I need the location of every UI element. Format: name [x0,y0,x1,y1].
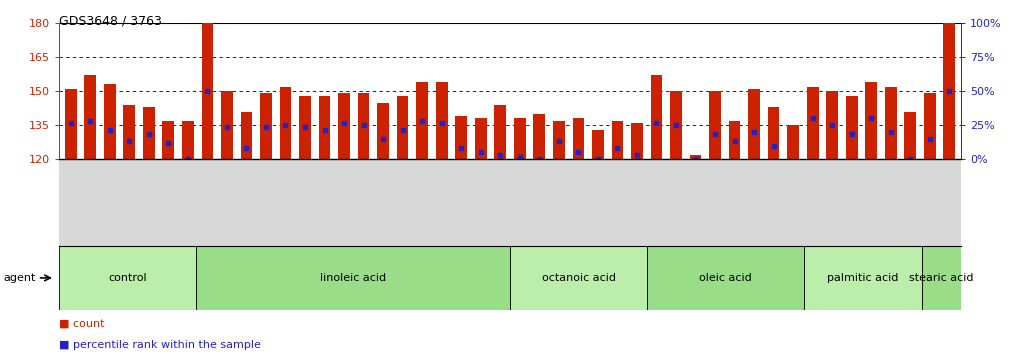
Text: agent: agent [3,273,36,283]
Bar [339,93,350,159]
Bar [534,114,545,159]
Bar [632,123,643,159]
Bar [573,119,584,159]
Bar [806,87,819,159]
Bar [397,96,409,159]
Bar [924,93,936,159]
Text: control: control [108,273,146,283]
Bar [182,121,193,159]
Bar [827,91,838,159]
Bar [475,119,486,159]
Text: linoleic acid: linoleic acid [320,273,386,283]
Bar [592,130,604,159]
Bar [280,87,291,159]
Bar [690,155,702,159]
Bar [260,93,272,159]
Bar [358,93,369,159]
Bar [749,89,760,159]
Bar [377,103,388,159]
Bar [804,246,921,310]
Bar [709,91,721,159]
Bar [885,87,897,159]
Bar [196,246,510,310]
Bar [921,246,961,310]
Bar [84,75,96,159]
Bar [729,121,740,159]
Bar [670,91,681,159]
Text: stearic acid: stearic acid [909,273,973,283]
Bar [553,121,564,159]
Bar [299,96,311,159]
Text: GDS3648 / 3763: GDS3648 / 3763 [59,14,162,27]
Bar [494,105,506,159]
Bar [611,121,623,159]
Bar [944,0,955,159]
Bar [104,84,116,159]
Bar [241,112,252,159]
Bar [59,246,196,310]
Bar [318,96,331,159]
Bar [416,82,428,159]
Bar [647,246,804,310]
Bar [904,112,916,159]
Bar [221,91,233,159]
Text: oleic acid: oleic acid [700,273,753,283]
Bar [787,125,799,159]
Bar [123,105,135,159]
Text: palmitic acid: palmitic acid [827,273,899,283]
Bar [510,246,647,310]
Bar [65,89,76,159]
Text: octanoic acid: octanoic acid [542,273,615,283]
Text: ■ percentile rank within the sample: ■ percentile rank within the sample [59,340,261,350]
Bar [865,82,877,159]
Bar [514,119,526,159]
Text: ■ count: ■ count [59,319,105,329]
Bar [651,75,662,159]
Bar [436,82,447,159]
Bar [456,116,467,159]
Bar [768,107,779,159]
Bar [143,107,155,159]
Bar [846,96,857,159]
Bar [163,121,174,159]
Bar [201,23,214,159]
